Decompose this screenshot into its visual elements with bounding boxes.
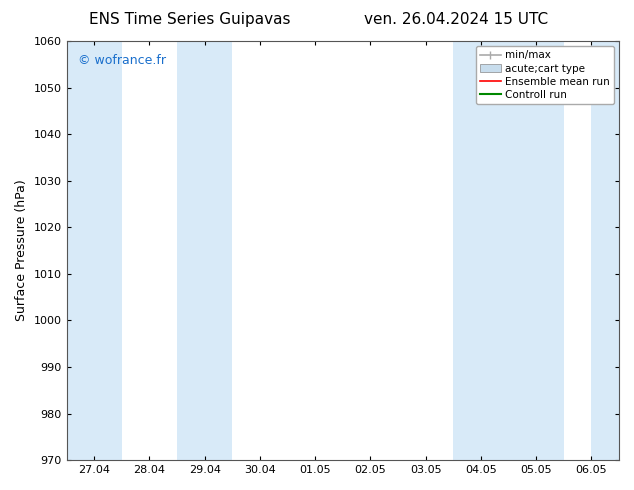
Bar (453, 41, 508, 460)
Bar (177, 41, 232, 460)
Text: © wofrance.fr: © wofrance.fr (77, 53, 165, 67)
Legend: min/max, acute;cart type, Ensemble mean run, Controll run: min/max, acute;cart type, Ensemble mean … (476, 46, 614, 104)
Text: ven. 26.04.2024 15 UTC: ven. 26.04.2024 15 UTC (365, 12, 548, 27)
Y-axis label: Surface Pressure (hPa): Surface Pressure (hPa) (15, 180, 28, 321)
Bar (67, 41, 122, 460)
Text: ENS Time Series Guipavas: ENS Time Series Guipavas (89, 12, 291, 27)
Bar (592, 41, 622, 460)
Bar (508, 41, 564, 460)
